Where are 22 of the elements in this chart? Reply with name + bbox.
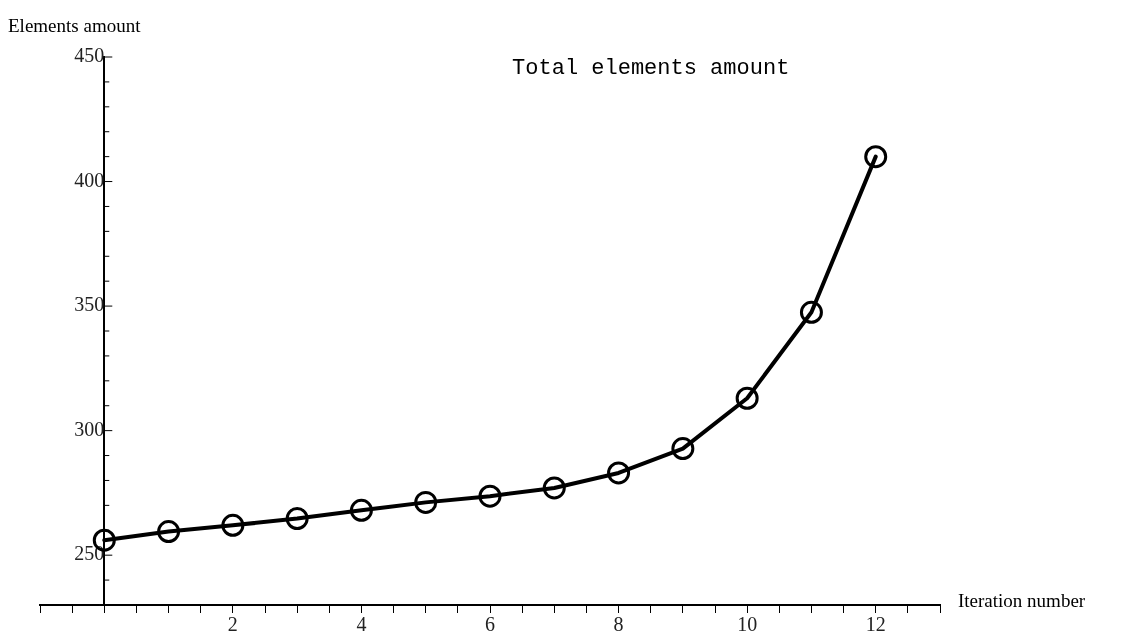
point	[221, 513, 245, 537]
y-tick-label: 450	[74, 44, 105, 67]
x-tick-label: 6	[485, 613, 495, 635]
x-tick-label: 4	[356, 613, 367, 635]
point	[285, 507, 309, 531]
point	[607, 461, 631, 485]
y-axis-title: Elements amount	[8, 14, 142, 36]
point	[671, 437, 695, 461]
point	[478, 484, 502, 508]
point	[157, 520, 181, 544]
point	[414, 490, 438, 514]
point	[799, 300, 823, 324]
point	[864, 145, 888, 169]
x-tick-label: 12	[865, 613, 886, 635]
chart-title: Total elements amount	[512, 55, 790, 81]
x-tick-label: 8	[613, 613, 624, 635]
x-tick-label: 10	[737, 613, 758, 635]
x-tick-label: 2	[227, 613, 238, 635]
point	[542, 476, 566, 500]
point	[349, 498, 373, 522]
point	[735, 386, 759, 410]
x-axis-title: Iteration number	[958, 589, 1086, 611]
